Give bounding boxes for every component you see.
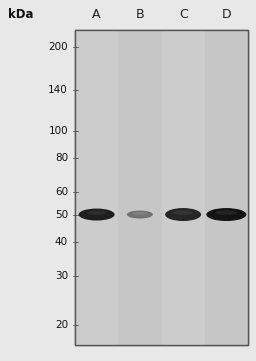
Text: 50: 50 [55,209,68,219]
Ellipse shape [165,208,201,221]
Text: 80: 80 [55,153,68,163]
Text: 140: 140 [48,85,68,95]
Bar [75,30,248,345]
Bar [75,30,248,345]
Text: D: D [221,9,231,22]
Bar [205,30,248,345]
Text: 40: 40 [55,236,68,247]
Text: C: C [179,9,187,22]
Ellipse shape [215,210,237,215]
Text: 200: 200 [48,42,68,52]
Text: 100: 100 [48,126,68,136]
Ellipse shape [79,209,115,221]
Ellipse shape [127,210,153,218]
Bar [118,30,162,345]
Ellipse shape [206,208,246,221]
Ellipse shape [87,210,106,215]
Text: A: A [92,9,101,22]
Ellipse shape [173,210,193,215]
Text: 30: 30 [55,271,68,281]
Bar [75,30,118,345]
Text: 20: 20 [55,320,68,330]
Text: 60: 60 [55,187,68,197]
Text: kDa: kDa [8,9,34,22]
Bar [162,30,205,345]
Ellipse shape [133,212,147,215]
Text: B: B [136,9,144,22]
